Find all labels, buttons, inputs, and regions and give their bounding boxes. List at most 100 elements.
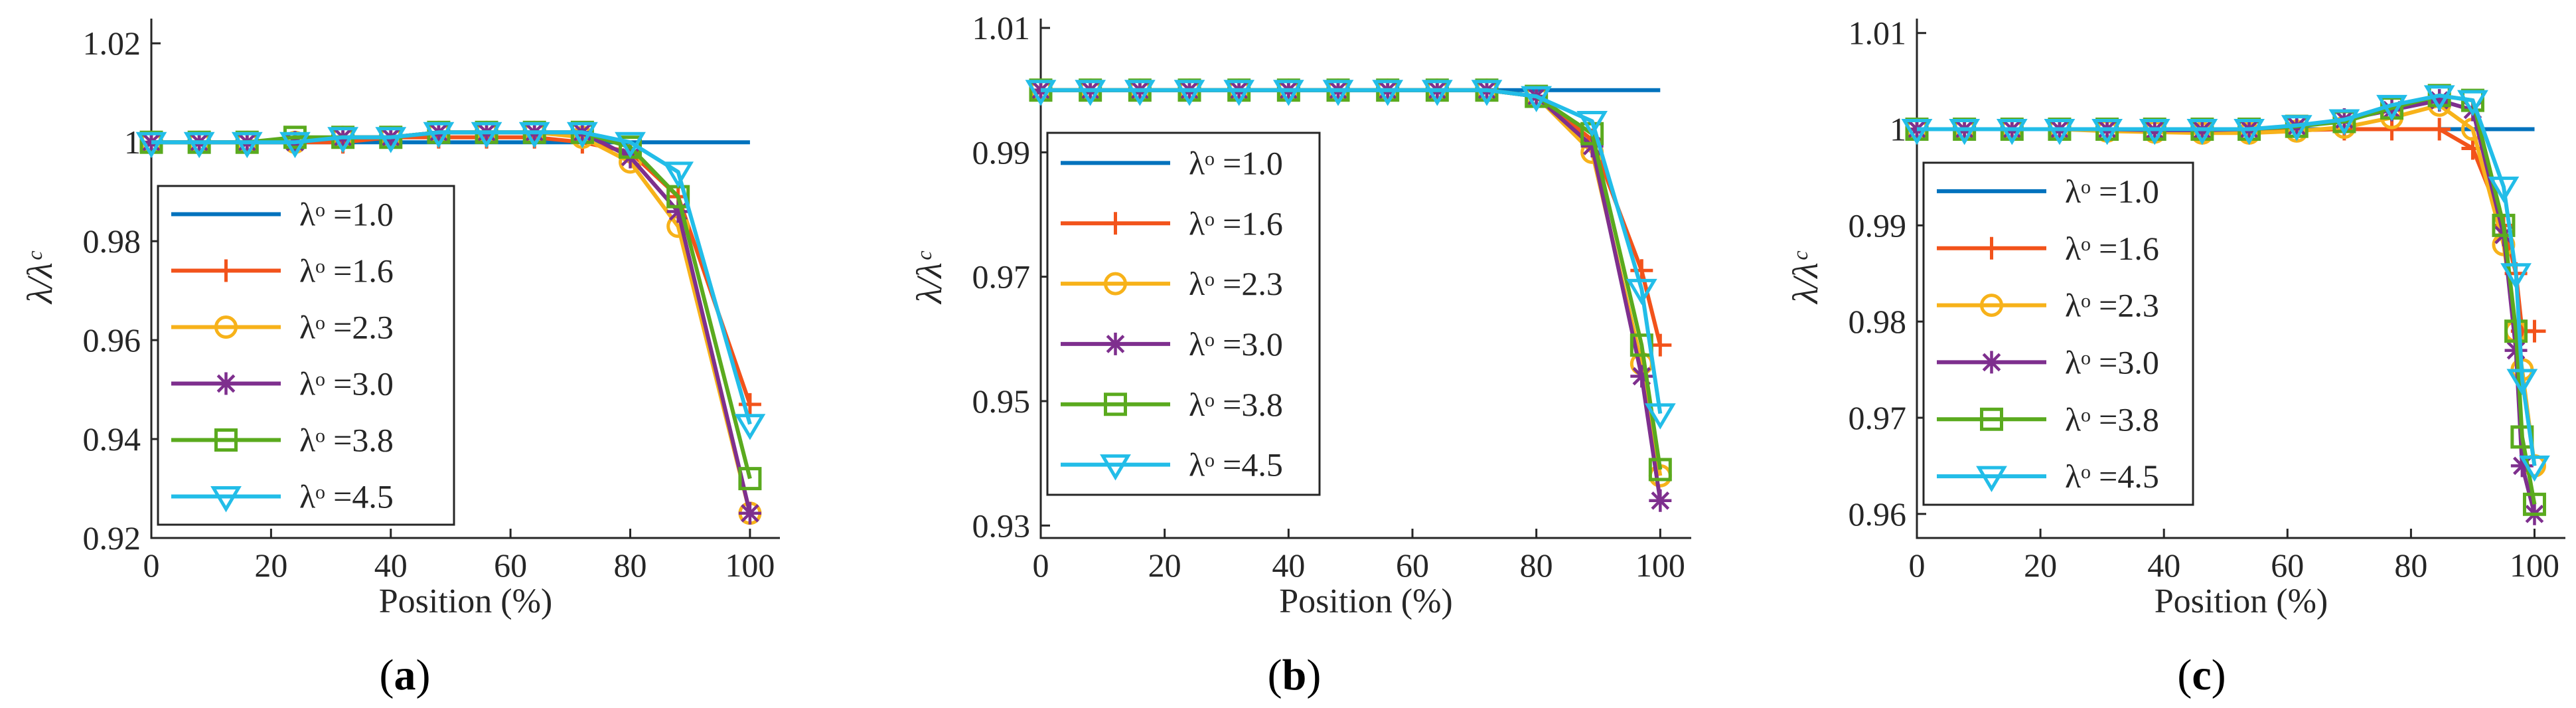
marker-asterisk: [1630, 365, 1653, 388]
legend-entry-label: λᵒ =1.6: [2065, 230, 2159, 267]
marker-triangle: [1100, 454, 1131, 481]
x-tick-label: 20: [254, 547, 287, 584]
x-tick-label: 100: [2510, 547, 2559, 584]
marker-triangle: [1471, 80, 1503, 106]
marker-triangle: [1976, 466, 2007, 492]
y-tick-label: 0.97: [1849, 399, 1907, 436]
legend-entry-label: λᵒ =1.0: [1189, 144, 1283, 181]
marker-asterisk: [1104, 332, 1127, 355]
x-axis-label: Position (%): [2155, 582, 2328, 620]
legend-entry-label: λᵒ =1.0: [299, 196, 394, 233]
y-tick-label: 0.97: [972, 258, 1031, 296]
y-axis-label: λ/λᶜ: [909, 250, 949, 305]
legend-entry-label: λᵒ =4.5: [2065, 458, 2159, 495]
marker-triangle: [1626, 278, 1657, 306]
marker-triangle: [1272, 80, 1304, 106]
legend-entry-label: λᵒ =4.5: [299, 478, 394, 515]
legend-entry-label: λᵒ =3.0: [2065, 343, 2159, 381]
x-tick-label: 80: [614, 547, 647, 584]
legend-entry-label: λᵒ =3.8: [299, 422, 394, 459]
marker-triangle: [2281, 115, 2312, 141]
marker-asterisk: [738, 501, 761, 525]
marker-triangle: [2500, 263, 2532, 290]
series-line: [151, 130, 752, 425]
marker-triangle: [2457, 90, 2488, 116]
series-line: [1917, 93, 2537, 466]
marker-asterisk: [1980, 351, 2003, 374]
marker-plus: [1980, 236, 2003, 260]
marker-triangle: [566, 122, 598, 149]
marker-triangle: [375, 127, 407, 153]
marker-triangle: [1901, 119, 1933, 145]
legend-entry-label: λᵒ =2.3: [299, 309, 394, 346]
marker-triangle: [2139, 119, 2170, 145]
y-tick-label: 0.95: [972, 383, 1031, 420]
y-tick-label: 0.94: [83, 420, 141, 458]
legend-entry-label: λᵒ =4.5: [1189, 446, 1283, 484]
marker-triangle: [1949, 119, 1981, 145]
x-tick-label: 100: [1635, 547, 1685, 584]
marker-circle: [214, 315, 238, 339]
marker-plus: [214, 259, 238, 282]
legend: λᵒ =1.0 λᵒ =1.6 λᵒ =2.3 λᵒ =3.0 λᵒ =3.8 λᵒ =4…: [1046, 132, 1321, 496]
y-tick-label: 0.92: [83, 519, 141, 557]
y-tick-label: 1: [124, 124, 141, 161]
chart-panel-b: 0.93 0.95 0.97 0.99 1.01 0 20 40 60 80 100 Position…: [909, 9, 1691, 699]
marker-square: [1104, 393, 1127, 416]
marker-triangle: [1576, 111, 1608, 137]
marker-circle: [1104, 272, 1127, 296]
x-axis-label: Position (%): [1279, 582, 1452, 620]
marker-asterisk: [666, 200, 690, 223]
marker-triangle: [2376, 94, 2407, 122]
y-axis-label: λ/λᶜ: [1785, 250, 1825, 305]
marker-asterisk: [214, 372, 238, 395]
marker-square: [2504, 319, 2528, 343]
marker-triangle: [1025, 80, 1057, 106]
legend-box: [157, 185, 455, 526]
x-tick-label: 40: [1272, 547, 1305, 584]
marker-triangle: [734, 414, 766, 440]
x-tick-label: 60: [494, 547, 527, 584]
marker-triangle: [1644, 403, 1676, 430]
marker-triangle: [231, 132, 263, 159]
marker-triangle: [135, 132, 167, 159]
x-tick-label: 0: [1033, 547, 1049, 584]
legend-entry-label: λᵒ =1.6: [299, 252, 394, 290]
series-l45: [1901, 85, 2550, 482]
y-tick-label: 0.96: [83, 321, 141, 359]
marker-triangle: [1421, 80, 1453, 106]
x-tick-label: 60: [1396, 547, 1429, 584]
x-axis-label: Position (%): [379, 582, 552, 620]
marker-circle: [1980, 294, 2003, 317]
panel-label: (b): [1268, 651, 1322, 699]
y-tick-label: 0.98: [83, 222, 141, 260]
marker-triangle: [2186, 119, 2218, 145]
chart-panel-a: 0.92 0.94 0.96 0.98 1 1.02 0 20 40 60 80 100 Positio…: [20, 19, 780, 699]
marker-triangle: [1223, 80, 1255, 106]
marker-triangle: [662, 161, 694, 188]
x-tick-label: 80: [2394, 547, 2427, 584]
chart-panel-c: 0.96 0.97 0.98 0.99 1 1.01 0 20 40 60 80 100 Positio…: [1785, 15, 2565, 699]
marker-triangle: [423, 122, 455, 149]
legend-entry-label: λᵒ =1.0: [2065, 173, 2159, 210]
y-tick-label: 1: [1890, 111, 1906, 148]
marker-triangle: [2488, 176, 2520, 203]
x-tick-label: 60: [2271, 547, 2304, 584]
marker-triangle: [471, 122, 502, 149]
x-tick-label: 20: [1148, 547, 1181, 584]
marker-triangle: [2506, 369, 2538, 395]
marker-triangle: [2044, 119, 2076, 145]
legend-entry-label: λᵒ =3.0: [299, 365, 394, 402]
marker-square: [738, 467, 762, 491]
marker-asterisk: [2428, 89, 2451, 112]
marker-triangle: [1996, 119, 2028, 145]
marker-triangle: [279, 132, 311, 159]
legend-entry-label: λᵒ =3.0: [1189, 325, 1283, 363]
panel-label: (a): [380, 651, 431, 699]
panel-label: (c): [2177, 651, 2226, 699]
legend-entry-label: λᵒ =1.6: [1189, 205, 1283, 242]
marker-triangle: [210, 486, 242, 513]
legend-entry-label: λᵒ =3.8: [2065, 400, 2159, 438]
marker-square: [1648, 458, 1672, 482]
y-tick-label: 0.99: [972, 133, 1031, 171]
